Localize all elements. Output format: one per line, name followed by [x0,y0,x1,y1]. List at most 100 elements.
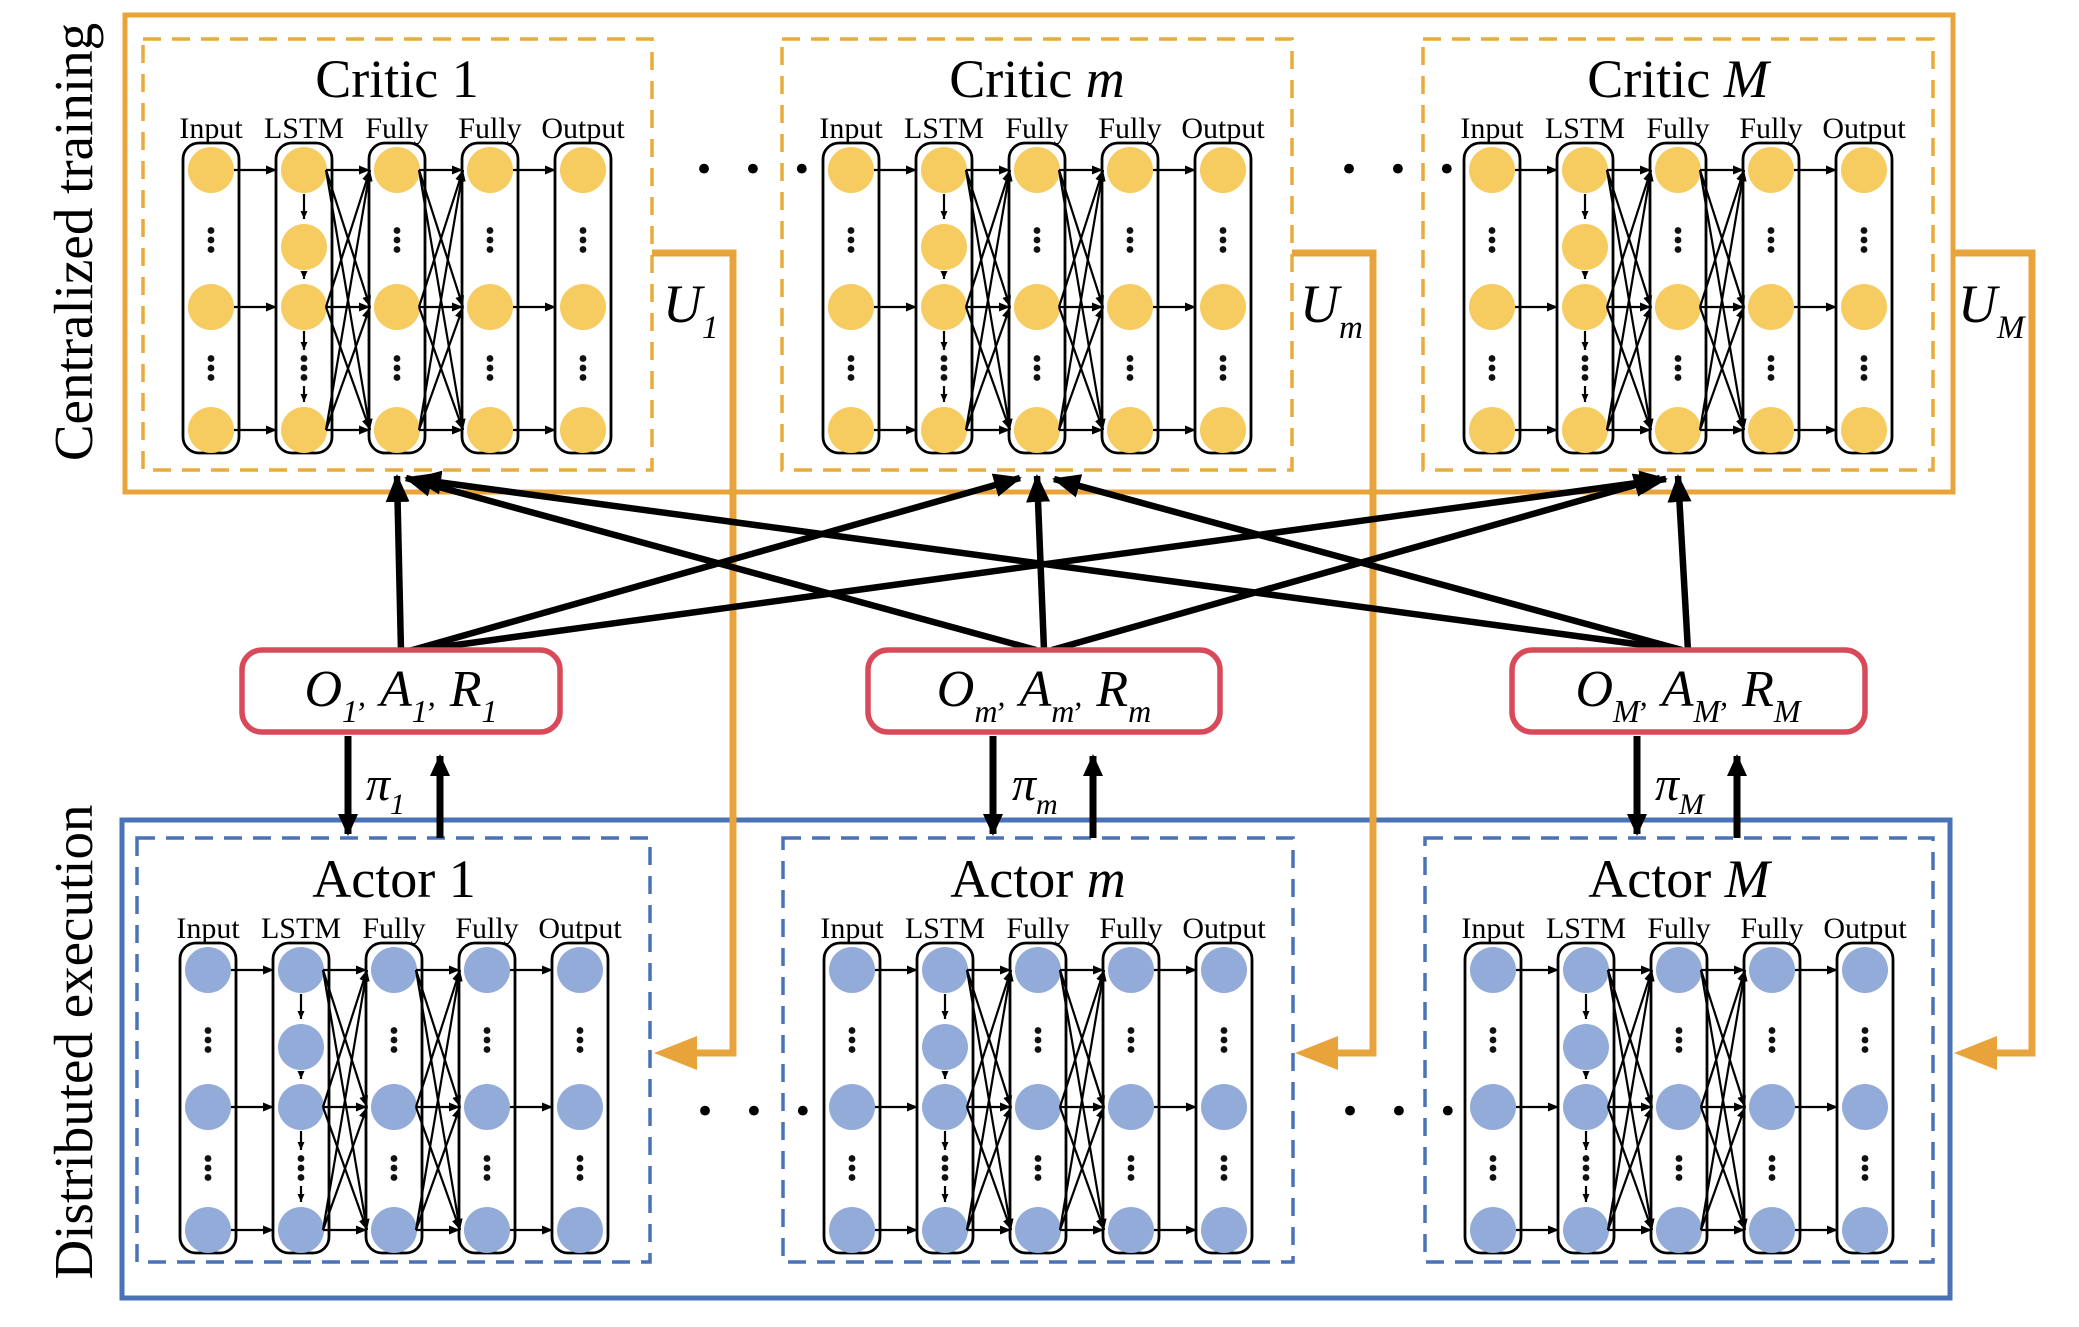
tuple-sub: m [974,693,997,729]
title-prefix: Actor [950,849,1086,909]
connection-line [1057,169,1106,431]
connection-line [321,1106,369,1231]
column-label: Fully [1099,912,1162,945]
u1-gradient-path [652,249,737,1057]
vdots-dot [483,1036,491,1044]
vdots-dot [483,1027,491,1034]
neuron-circle [1562,147,1608,193]
connection-line [417,169,466,431]
neuron-circle [1748,407,1794,453]
tuple-sub: M [1773,693,1803,729]
vdots-dot [1674,374,1682,381]
vdots-dot [1220,1155,1228,1162]
vdots-dot [1126,355,1134,362]
umm-arrowhead-icon [1954,1036,1997,1070]
tuple-sub: M [1612,693,1642,729]
vdots-dot [204,1027,212,1034]
vdots-dot [1033,364,1041,372]
vdots-dot [390,1046,398,1053]
neuron-circle [185,1207,231,1253]
pim-sub: m [1036,788,1058,821]
connection-line [324,169,373,431]
tuple-sep: , [358,677,366,713]
vdots-dot [1861,1046,1869,1053]
vdots-dot [1489,1046,1497,1053]
vdots-dot [1219,374,1227,381]
connection-line [1605,306,1653,431]
neuron-circle [1563,947,1609,993]
tuple-sub: 1 [342,693,358,729]
neuron-circle [281,407,327,453]
vdots-dot [1768,1046,1776,1053]
vdots-dot [847,227,855,234]
vdots-dot [1126,236,1134,244]
vdots-dot [1034,1164,1042,1172]
connection-line [1605,169,1653,308]
neuron-circle [185,947,231,993]
u1-arrowhead-icon [654,1036,697,1070]
connection-line [1699,969,1747,1108]
neuron-circle [464,947,510,993]
critic-m-title: Critic m [949,49,1124,109]
connection-line [414,1106,462,1231]
neuron-circle [1200,284,1246,330]
neuron-circle [1108,1084,1154,1130]
vdots-dot [207,355,215,362]
centralized-training-label: Centralized training [43,23,104,461]
column-label: Input [819,112,883,145]
connection-line [324,306,372,431]
neuron-circle [281,224,327,270]
tuple-letter: A [1659,661,1694,718]
tuple-sep: , [1720,677,1728,713]
neuron-circle [1749,1207,1795,1253]
title-var: m [1087,849,1126,909]
column-label: LSTM [1546,912,1626,945]
neuron-circle [1201,947,1247,993]
column-label: Input [179,112,243,145]
title-var: M [1724,849,1773,909]
pimm-base: π [1655,758,1681,811]
vdots-dot [847,374,855,381]
experience-arrow [385,474,410,652]
vdots-dot [393,246,401,253]
neuron-circle [560,284,606,330]
neuron-circle [1469,284,1515,330]
neuron-circle [922,1207,968,1253]
neuron-circle [467,407,513,453]
tuple-letter: O [1575,661,1613,718]
experience-arrow [1052,474,1683,654]
title-var: 1 [452,49,479,109]
experience-tuple-box-1 [239,647,563,735]
vdots-dot [576,1027,584,1034]
neuron-circle [1563,1024,1609,1070]
vdots-dot [1768,1174,1776,1181]
tuple-sub: m [1128,693,1151,729]
actor-m-border [781,836,1295,1264]
actor-M-title: Actor M [1588,849,1772,909]
vdots-dot [579,227,587,234]
vdots-dot [941,1155,949,1162]
vdots-dot [1220,1174,1228,1181]
connection-line [417,169,465,308]
um-gradient-path [1292,249,1377,1057]
neuron-circle [278,1084,324,1130]
vdots-dot [1582,1164,1590,1172]
vdots-dot [1861,1027,1869,1034]
connection-line [321,969,370,1231]
neuron-circle [1842,947,1888,993]
vdots-dot [1675,1036,1683,1044]
column-label: LSTM [1545,112,1625,145]
vdots-dot [847,246,855,253]
connection-line [965,969,1014,1231]
um-arrowhead-icon [1295,1036,1338,1070]
vdots-dot [1127,1155,1135,1162]
neuron-circle [1107,147,1153,193]
vdots-dot [1489,1027,1497,1034]
column-label: Input [820,912,884,945]
neuron-circle [829,947,875,993]
neuron-circle [1656,1207,1702,1253]
pi1-label: π1 [366,758,405,821]
neuron-circle [1748,284,1794,330]
vdots-dot [1674,246,1682,253]
title-var: 1 [449,849,476,909]
